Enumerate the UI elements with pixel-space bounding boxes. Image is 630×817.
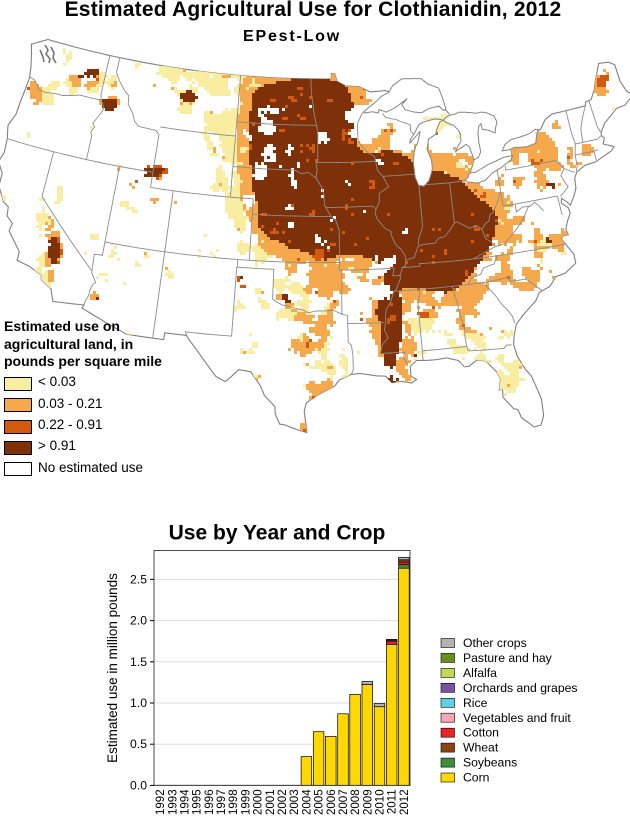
svg-text:2005: 2005 — [314, 789, 326, 815]
svg-text:2007: 2007 — [338, 789, 350, 815]
svg-text:Other crops: Other crops — [463, 636, 527, 650]
svg-text:2.5: 2.5 — [130, 572, 147, 586]
svg-text:1993: 1993 — [167, 789, 179, 815]
svg-text:1998: 1998 — [228, 789, 240, 815]
svg-text:2002: 2002 — [277, 789, 289, 815]
svg-text:1995: 1995 — [192, 789, 204, 815]
svg-text:Cotton: Cotton — [463, 726, 499, 740]
svg-text:2003: 2003 — [289, 789, 301, 815]
svg-text:Wheat: Wheat — [463, 741, 499, 755]
svg-text:1997: 1997 — [216, 789, 228, 815]
svg-text:2.0: 2.0 — [130, 614, 147, 628]
svg-text:Pasture and hay: Pasture and hay — [463, 651, 553, 665]
svg-text:Estimated use in million pound: Estimated use in million pounds — [105, 573, 120, 763]
svg-text:Rice: Rice — [463, 696, 488, 710]
svg-text:0.5: 0.5 — [130, 737, 147, 751]
svg-text:1996: 1996 — [204, 789, 216, 815]
svg-text:2011: 2011 — [387, 789, 399, 814]
svg-text:Use by Year and Crop: Use by Year and Crop — [169, 522, 386, 545]
svg-text:1994: 1994 — [180, 789, 192, 815]
svg-text:Alfalfa: Alfalfa — [463, 666, 497, 680]
svg-text:Corn: Corn — [463, 771, 489, 785]
svg-text:2008: 2008 — [350, 789, 362, 815]
svg-text:2001: 2001 — [265, 789, 277, 815]
svg-text:2006: 2006 — [326, 789, 338, 815]
svg-text:1.0: 1.0 — [130, 696, 147, 710]
svg-text:2010: 2010 — [375, 789, 387, 815]
svg-text:Soybeans: Soybeans — [463, 756, 517, 770]
svg-text:1999: 1999 — [240, 789, 252, 815]
svg-text:2009: 2009 — [362, 789, 374, 815]
svg-text:0.0: 0.0 — [130, 778, 147, 792]
svg-text:Vegetables and fruit: Vegetables and fruit — [463, 711, 571, 725]
svg-text:Orchards and grapes: Orchards and grapes — [463, 681, 578, 695]
svg-text:1992: 1992 — [155, 789, 167, 815]
svg-text:1.5: 1.5 — [130, 655, 147, 669]
svg-text:2000: 2000 — [253, 789, 265, 815]
svg-text:2004: 2004 — [301, 789, 313, 815]
svg-text:2012: 2012 — [399, 789, 411, 815]
